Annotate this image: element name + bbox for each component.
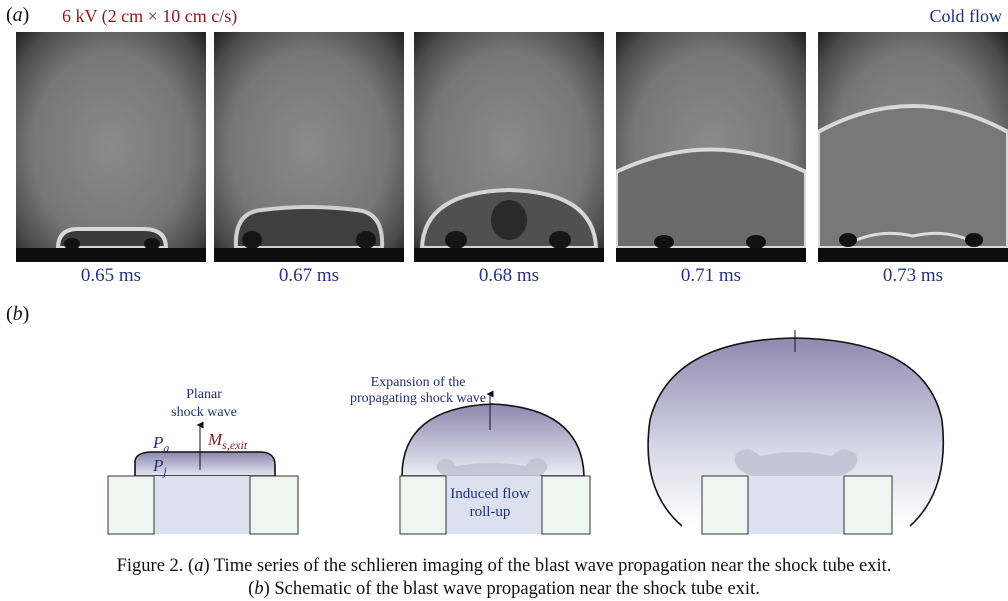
- blast-wave-schematic: Planar shock wave Pa Pj Ms,exit Expansio…: [107, 330, 945, 535]
- schlieren-frame-2: [214, 32, 404, 262]
- caption-line-2: (b) Schematic of the blast wave propagat…: [248, 579, 760, 599]
- figure-caption: Figure 2. (a) Time series of the schlier…: [0, 555, 1008, 601]
- caption-line-1: Figure 2. (a) Time series of the schlier…: [116, 556, 892, 576]
- planar-label-2: shock wave: [171, 405, 237, 420]
- schlieren-frame-1: [16, 32, 206, 262]
- schlieren-frame-4: [616, 32, 806, 262]
- pj-label: Pj: [152, 456, 167, 478]
- schlieren-frame-5: [818, 32, 1008, 262]
- panel-b-label: (b): [6, 303, 30, 325]
- planar-label-1: Planar: [186, 387, 222, 402]
- time-label-1: 0.65 ms: [80, 265, 142, 286]
- expansion-label-2: propagating shock wave: [350, 391, 486, 406]
- time-label-3: 0.68 ms: [478, 265, 540, 286]
- flow-type-label: Cold flow: [929, 6, 1002, 26]
- mach-label: Ms,exit: [207, 430, 248, 452]
- time-label-5: 0.73 ms: [882, 265, 944, 286]
- expansion-label-1: Expansion of the: [371, 375, 466, 390]
- time-label-2: 0.67 ms: [278, 265, 340, 286]
- rollup-label-2: roll-up: [470, 504, 511, 520]
- schematic-stage-3: [647, 330, 945, 535]
- condition-label: 6 kV (2 cm × 10 cm c/s): [62, 6, 238, 26]
- schematic-stage-2: Expansion of the propagating shock wave …: [350, 375, 591, 535]
- schematic-stage-1: Planar shock wave Pa Pj Ms,exit: [107, 387, 299, 535]
- pa-label: Pa: [152, 433, 169, 455]
- rollup-label-1: Induced flow: [450, 486, 530, 502]
- time-label-4: 0.71 ms: [680, 265, 742, 286]
- schlieren-frame-3: [414, 32, 604, 262]
- panel-a-label: (a): [6, 4, 30, 26]
